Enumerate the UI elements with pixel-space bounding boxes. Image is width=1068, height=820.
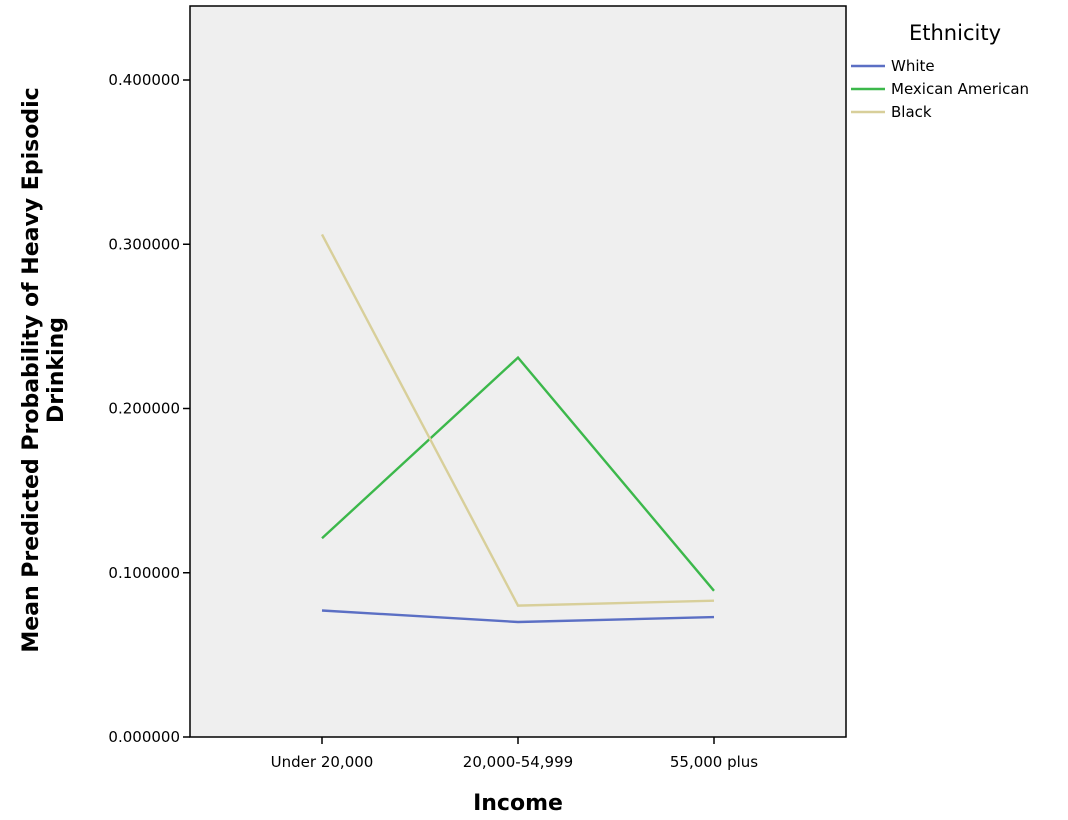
- legend-label-black: Black: [891, 103, 932, 121]
- y-axis: 0.000000 0.100000 0.200000 0.300000 0.400000: [108, 71, 190, 746]
- series-lines: [320, 233, 715, 624]
- y-axis-title: Mean Predicted Probability of Heavy Epis…: [19, 87, 69, 652]
- legend-label-mexican-american: Mexican American: [891, 80, 1029, 98]
- x-tick-label: Under 20,000: [271, 753, 374, 771]
- y-tick-label: 0.100000: [108, 564, 180, 582]
- series-line-white: [321, 609, 715, 624]
- legend-label-white: White: [891, 57, 935, 75]
- y-tick-label: 0.000000: [108, 728, 180, 746]
- plot-area: [189, 5, 847, 738]
- legend: Ethnicity White Mexican American Black: [851, 21, 1029, 121]
- legend-title: Ethnicity: [909, 21, 1001, 45]
- x-tick-label: 55,000 plus: [670, 753, 758, 771]
- series-line-mexican-american: [321, 355, 715, 592]
- y-axis-title-line-1: Mean Predicted Probability of Heavy Epis…: [19, 87, 44, 652]
- y-tick-label: 0.400000: [108, 71, 180, 89]
- x-tick-label: 20,000-54,999: [463, 753, 573, 771]
- x-axis: Under 20,000 20,000-54,999 55,000 plus: [271, 737, 758, 771]
- series-line-black: [320, 233, 715, 607]
- y-tick-label: 0.200000: [108, 400, 180, 418]
- y-axis-title-line-2: Drinking: [44, 317, 69, 423]
- x-axis-title: Income: [473, 791, 563, 816]
- y-tick-label: 0.300000: [108, 235, 180, 253]
